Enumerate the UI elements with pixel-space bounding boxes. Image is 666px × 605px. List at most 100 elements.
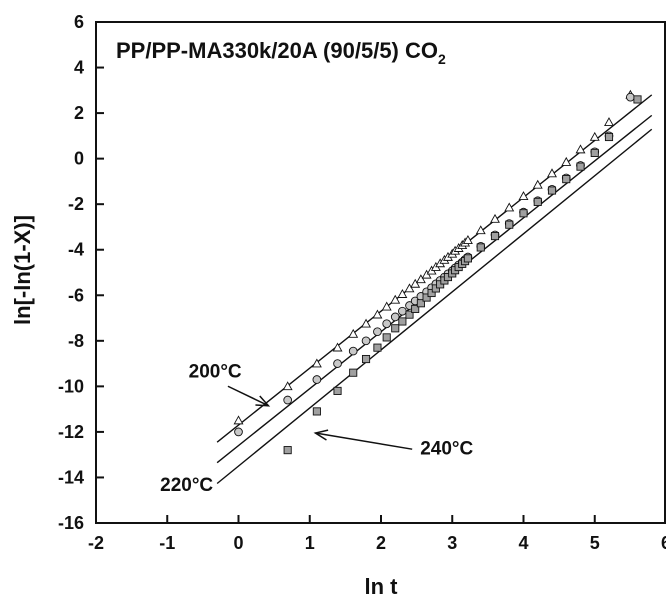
data-point <box>462 235 473 244</box>
data-point <box>490 232 500 241</box>
data-point <box>505 220 514 229</box>
x-tick-label: 3 <box>447 533 457 553</box>
x-tick-label: -2 <box>88 533 104 553</box>
data-point <box>431 284 440 293</box>
annotations: 200°C 220°C 240°C <box>160 361 473 496</box>
data-point <box>312 407 321 416</box>
data-point <box>410 278 421 288</box>
plot-frame <box>95 21 666 524</box>
data-point <box>590 148 599 157</box>
series <box>283 95 642 455</box>
data-point <box>361 336 371 346</box>
y-tick-label: -16 <box>58 513 84 533</box>
data-point <box>633 95 642 104</box>
x-tick-label: 0 <box>233 533 243 553</box>
data-point <box>476 243 485 252</box>
temperature-label: 220°C <box>160 475 213 496</box>
annotation-arrow <box>315 432 413 450</box>
data-point <box>547 168 557 178</box>
data-point <box>422 293 431 302</box>
data-point <box>626 92 635 102</box>
data-point <box>382 333 391 342</box>
x-axis-label: ln t <box>365 574 399 599</box>
data-point <box>311 358 322 368</box>
data-point <box>561 156 572 166</box>
y-tick-label: 2 <box>74 103 84 123</box>
temperature-label: 200°C <box>189 361 242 382</box>
data-point <box>382 319 392 329</box>
data-point <box>398 306 407 316</box>
x-tick-label: 6 <box>661 533 666 553</box>
data-point <box>349 368 358 377</box>
data-point <box>604 117 614 127</box>
data-point <box>397 289 408 298</box>
x-tick-label: -1 <box>159 533 175 553</box>
x-tick-label: 5 <box>590 533 600 553</box>
data-point <box>576 162 585 171</box>
x-tick-label: 2 <box>376 533 386 553</box>
data-point <box>381 301 392 311</box>
data-point <box>283 395 293 405</box>
chart-title-subscript: 2 <box>438 51 446 67</box>
data-point <box>504 202 515 212</box>
data-point <box>532 179 543 189</box>
y-tick-label: 4 <box>74 58 84 78</box>
chart-title-main: PP/PP-MA330k/20A (90/5/5) CO <box>116 38 438 63</box>
x-tick-label: 4 <box>518 533 528 553</box>
data-point <box>475 225 486 235</box>
chart-title: PP/PP-MA330k/20A (90/5/5) CO2 <box>116 38 446 67</box>
data-point <box>411 304 420 313</box>
x-tick-label: 1 <box>305 533 315 553</box>
data-point <box>547 186 557 195</box>
data-point <box>391 324 400 333</box>
series <box>233 89 636 425</box>
data-point <box>332 342 343 352</box>
y-axis-label: ln[-ln(1-X)] <box>10 215 35 325</box>
data-point <box>575 144 586 154</box>
data-point <box>282 381 293 391</box>
y-tick-label: 0 <box>74 149 84 169</box>
y-tick-label: -4 <box>68 240 84 260</box>
y-tick-label: -6 <box>68 285 84 305</box>
data-point <box>390 294 401 304</box>
data-point <box>416 299 425 308</box>
data-markers <box>233 89 642 455</box>
temperature-label: 240°C <box>420 439 473 460</box>
y-tick-label: 6 <box>74 12 84 32</box>
data-point <box>398 317 407 326</box>
data-point <box>405 310 414 319</box>
y-tick-label: -14 <box>58 467 84 487</box>
data-point <box>519 209 528 218</box>
data-point <box>518 191 529 201</box>
data-point <box>373 327 382 337</box>
y-tick-label: -12 <box>58 422 84 442</box>
data-point <box>361 354 371 364</box>
data-point <box>283 446 292 455</box>
data-point <box>234 427 243 437</box>
data-point <box>348 346 358 356</box>
data-point <box>463 254 472 263</box>
data-point <box>427 288 436 298</box>
data-point <box>333 386 342 395</box>
data-point <box>490 213 500 223</box>
data-point <box>348 328 359 338</box>
arrowhead-icon <box>255 395 271 407</box>
fit-line <box>216 128 653 485</box>
data-point <box>589 131 600 141</box>
data-point <box>361 318 372 328</box>
plot-border <box>95 21 666 524</box>
data-point <box>533 197 542 206</box>
data-point <box>604 132 614 142</box>
data-point <box>415 274 426 284</box>
y-tick-label: -10 <box>58 376 84 396</box>
data-point <box>562 175 571 184</box>
data-point <box>390 312 400 322</box>
data-point <box>404 283 415 293</box>
annotation-arrow <box>227 385 269 407</box>
data-point <box>333 359 342 368</box>
data-point <box>372 309 383 319</box>
data-point <box>373 343 382 352</box>
arrowhead-icon <box>313 429 329 441</box>
